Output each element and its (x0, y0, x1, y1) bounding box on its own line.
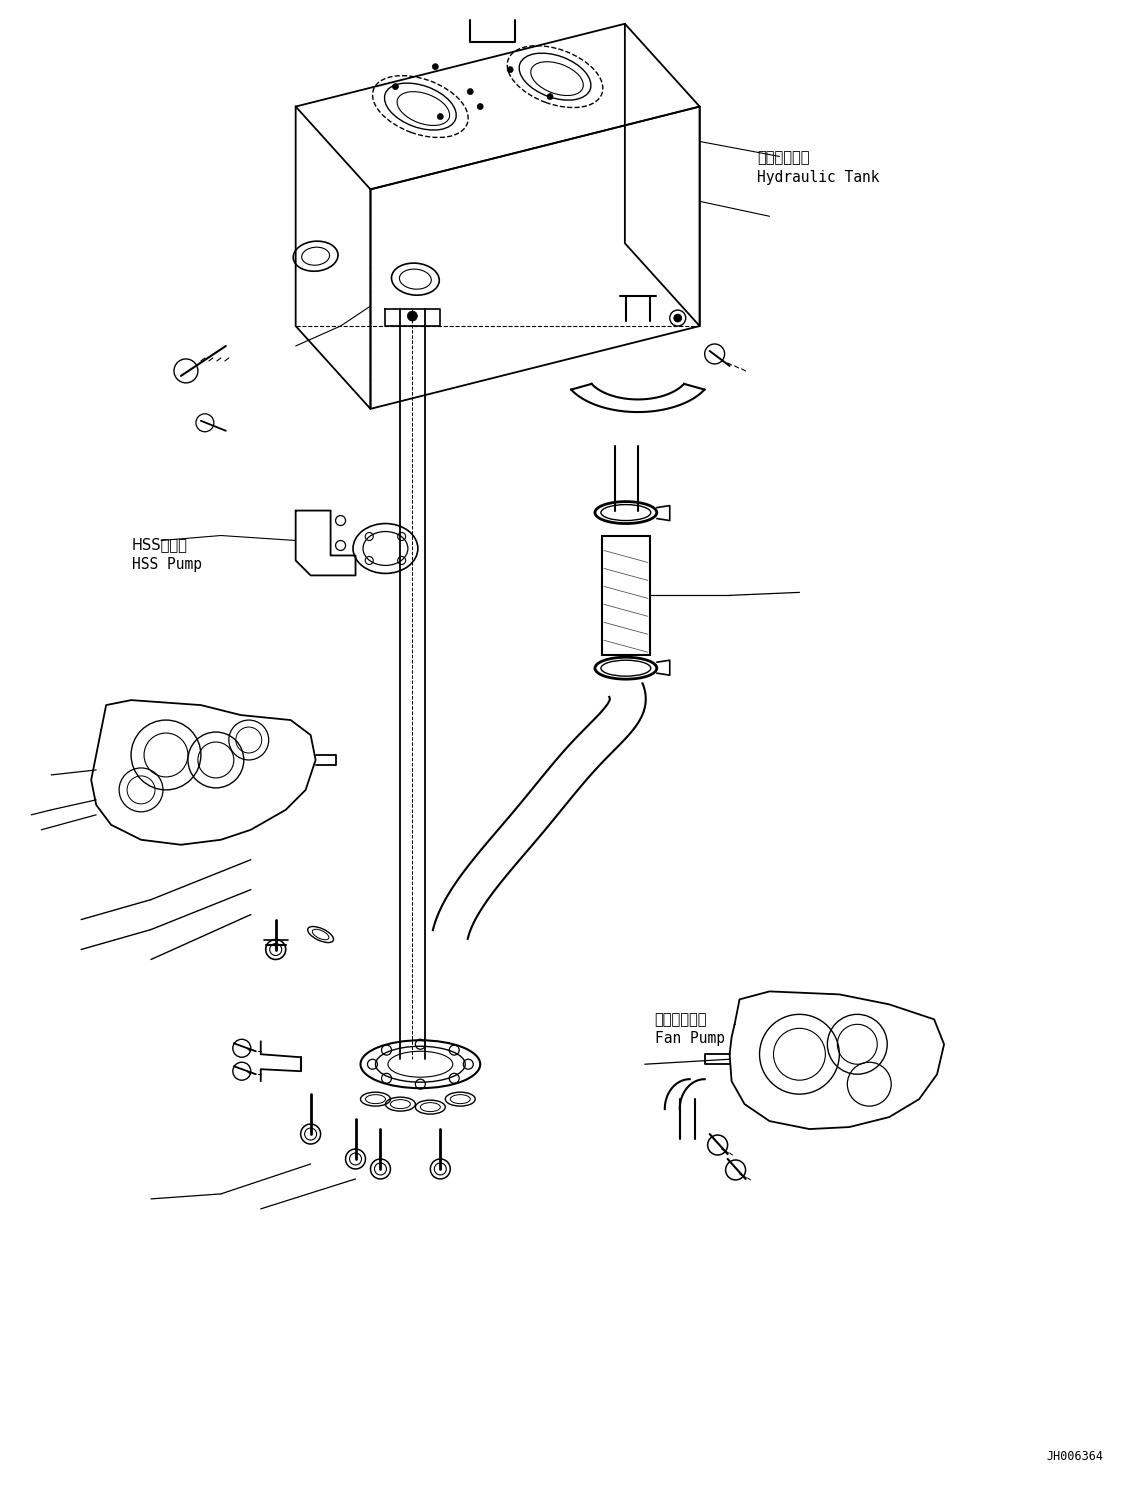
Circle shape (393, 83, 399, 89)
Text: HSSポンプ: HSSポンプ (132, 537, 188, 552)
Circle shape (507, 67, 514, 73)
Circle shape (437, 113, 443, 119)
Text: 作動油タンク: 作動油タンク (757, 151, 810, 166)
Text: Fan Pump: Fan Pump (655, 1030, 724, 1047)
Circle shape (477, 103, 483, 109)
Circle shape (467, 88, 473, 94)
Circle shape (433, 64, 439, 70)
Circle shape (408, 312, 417, 321)
Text: JH006364: JH006364 (1047, 1449, 1104, 1463)
Text: HSS Pump: HSS Pump (132, 556, 202, 571)
Circle shape (674, 315, 682, 322)
Text: Hydraulic Tank: Hydraulic Tank (757, 170, 879, 185)
Circle shape (547, 94, 554, 100)
Text: ファンポンプ: ファンポンプ (655, 1012, 707, 1027)
